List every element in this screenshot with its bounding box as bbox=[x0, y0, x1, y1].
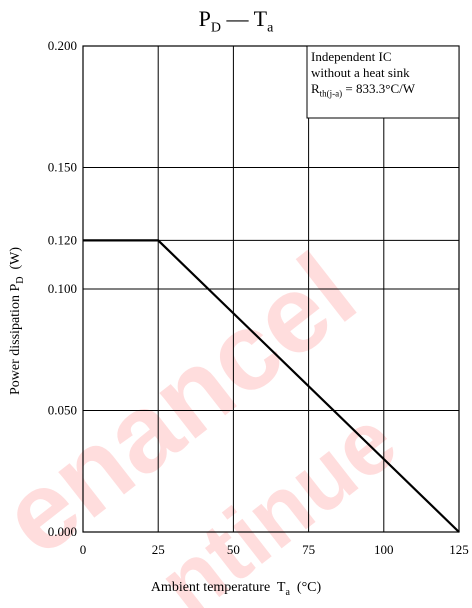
series-line bbox=[83, 239, 460, 533]
annotation-r-sub: th(j-a) bbox=[319, 88, 343, 99]
plot-frame bbox=[82, 45, 460, 533]
y-tick-label: 0.120 bbox=[48, 232, 77, 247]
annotation-r-value: = 833.3°C/W bbox=[342, 81, 416, 96]
annotation-box bbox=[306, 45, 460, 119]
series-layer bbox=[83, 239, 460, 533]
annotation-line-2: without a heat sink bbox=[311, 65, 410, 80]
x-tick-label: 75 bbox=[302, 542, 315, 557]
x-axis-label: Ambient temperature Ta (°C) bbox=[0, 580, 472, 598]
xlabel-text: Ambient temperature T bbox=[150, 580, 286, 595]
x-tick-label: 50 bbox=[227, 542, 240, 557]
x-tick-labels: 0 25 50 75 100 125 bbox=[80, 542, 469, 557]
ylabel-text: Power dissipation P bbox=[8, 283, 23, 395]
title-main-sub: D bbox=[210, 20, 222, 36]
title-second-sub: a bbox=[267, 20, 274, 36]
xlabel-sub: a bbox=[285, 586, 290, 598]
annotation-r: R bbox=[311, 81, 320, 96]
title-main: P bbox=[198, 6, 211, 31]
ylabel-sub: D bbox=[14, 276, 26, 284]
y-tick-label: 0.050 bbox=[48, 403, 77, 418]
annotation-line-1: Independent IC bbox=[311, 49, 392, 64]
x-tick-label: 0 bbox=[80, 542, 87, 557]
y-tick-label: 0.150 bbox=[48, 160, 77, 175]
xlabel-unit: (°C) bbox=[289, 580, 322, 595]
y-tick-label: 0.100 bbox=[48, 281, 77, 296]
y-tick-label: 0.000 bbox=[48, 524, 77, 539]
x-tick-label: 100 bbox=[374, 542, 394, 557]
x-tick-label: 125 bbox=[449, 542, 469, 557]
title-second: T bbox=[253, 6, 268, 31]
title-sep: — bbox=[221, 6, 254, 31]
chart-title: PD — Ta bbox=[0, 6, 472, 36]
annotation-text: Independent IC without a heat sink Rth(j… bbox=[311, 49, 457, 102]
ylabel-unit: (W) bbox=[8, 246, 23, 277]
y-tick-labels: 0.000 0.050 0.100 0.120 0.150 0.200 bbox=[48, 38, 77, 539]
y-tick-label: 0.200 bbox=[48, 38, 77, 53]
axes bbox=[82, 45, 460, 533]
x-tick-label: 25 bbox=[152, 542, 165, 557]
